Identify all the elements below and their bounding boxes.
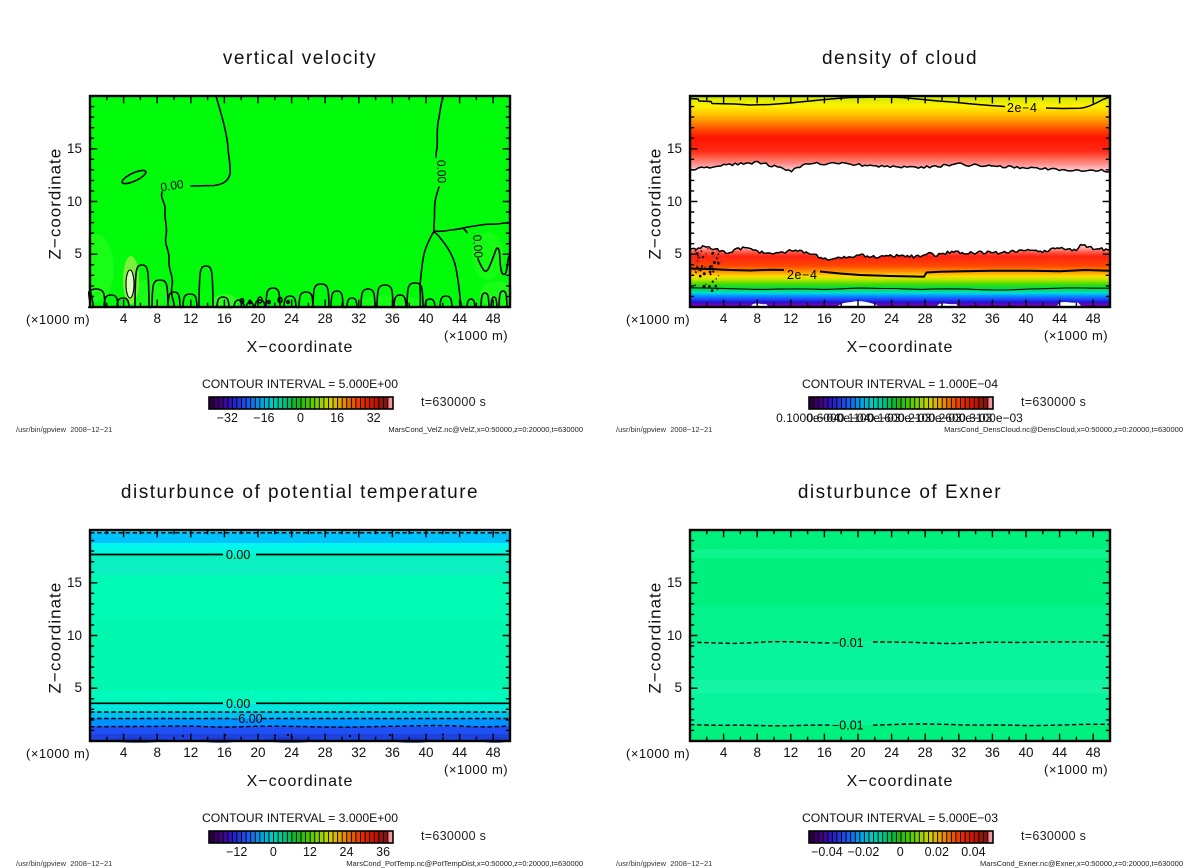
svg-text:0.00: 0.00 <box>470 234 486 259</box>
svg-text:0.00: 0.00 <box>434 160 449 184</box>
svg-text:−0.01: −0.01 <box>832 636 864 650</box>
svg-text:2e−4: 2e−4 <box>787 268 818 282</box>
svg-text:0.00: 0.00 <box>159 177 185 195</box>
svg-text:0.00: 0.00 <box>226 548 250 562</box>
svg-text:2e−4: 2e−4 <box>1007 101 1038 115</box>
svg-text:0.00: 0.00 <box>226 697 250 711</box>
svg-text:−0.01: −0.01 <box>832 719 864 733</box>
svg-text:−6.00: −6.00 <box>231 712 263 726</box>
